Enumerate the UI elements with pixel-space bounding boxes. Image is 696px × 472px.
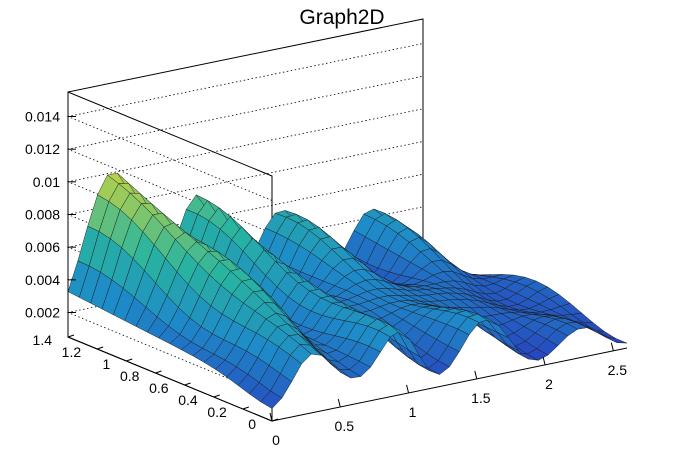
x-tick xyxy=(474,370,478,380)
x-tick-label: 0.5 xyxy=(335,418,355,434)
x-tick-label: 2.5 xyxy=(608,362,628,378)
y-tick-label: 0 xyxy=(248,416,256,432)
y-tick xyxy=(126,358,133,362)
y-tick-label: 1.4 xyxy=(33,332,53,348)
y-tick-label: 0.4 xyxy=(178,392,198,408)
y-tick xyxy=(155,370,162,374)
z-tick-label: 0.006 xyxy=(25,239,60,255)
y-tick xyxy=(242,406,250,410)
z-tick-label: 0.002 xyxy=(25,305,60,321)
x-tick-label: 1.5 xyxy=(471,390,491,406)
z-tick-label: 0.014 xyxy=(25,109,60,125)
z-tick-label: 0.008 xyxy=(25,207,60,223)
z-axis: 0.002 0.004 0.006 0.008 0.01 0.012 0.014 xyxy=(25,92,76,337)
y-tick xyxy=(67,334,75,338)
z-tick-label: 0.012 xyxy=(25,141,60,157)
x-tick-label: 0 xyxy=(272,432,280,448)
x-tick xyxy=(610,342,614,351)
x-tick-label: 1 xyxy=(409,404,417,420)
x-axis-line xyxy=(271,347,628,422)
y-axis: 0 0.2 0.4 0.6 0.8 1 1.2 1.4 xyxy=(33,332,279,432)
y-tick xyxy=(213,394,220,398)
y-tick-label: 1.2 xyxy=(62,344,82,360)
z-tick-label: 0.004 xyxy=(25,272,60,288)
axis-frame xyxy=(67,336,628,422)
y-axis-line xyxy=(67,336,273,422)
y-tick xyxy=(96,346,104,350)
y-tick-label: 0.6 xyxy=(149,380,169,396)
surface-cell xyxy=(605,336,628,344)
x-axis: 0 0.5 1 1.5 2 2.5 xyxy=(269,342,628,448)
y-tick-label: 0.2 xyxy=(207,404,227,420)
y-tick xyxy=(184,382,191,386)
surface-mesh xyxy=(67,172,628,409)
y-tick-label: 0.8 xyxy=(120,368,140,384)
x-tick xyxy=(269,412,273,422)
z-tick-label: 0.01 xyxy=(33,174,60,190)
chart-title: Graph2D xyxy=(299,6,384,29)
y-tick xyxy=(271,418,279,422)
x-tick xyxy=(542,356,546,365)
x-tick-label: 2 xyxy=(545,376,553,392)
y-tick-label: 1 xyxy=(102,356,110,372)
x-tick xyxy=(337,398,341,408)
x-tick xyxy=(406,384,410,394)
